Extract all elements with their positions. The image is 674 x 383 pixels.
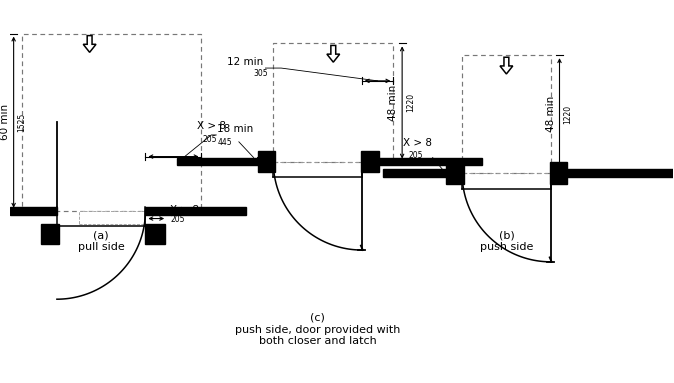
- Polygon shape: [327, 46, 340, 62]
- Bar: [446, 162, 464, 184]
- Text: 48 min: 48 min: [545, 96, 555, 133]
- Bar: [550, 162, 568, 184]
- Bar: [551, 169, 673, 177]
- Bar: [361, 151, 379, 172]
- Text: (c)
push side, door provided with
both closer and latch: (c) push side, door provided with both c…: [235, 313, 400, 346]
- Text: 1525: 1525: [18, 113, 26, 132]
- Polygon shape: [83, 36, 96, 52]
- Text: (b)
push side: (b) push side: [480, 230, 533, 252]
- Text: 48 min: 48 min: [388, 84, 398, 121]
- Text: 12 min: 12 min: [227, 57, 264, 67]
- Text: X > 8: X > 8: [170, 205, 199, 214]
- Bar: [362, 157, 482, 165]
- Text: 1220: 1220: [406, 93, 415, 112]
- Bar: [257, 151, 275, 172]
- Text: 205: 205: [202, 135, 217, 144]
- Text: 205: 205: [170, 216, 185, 224]
- Bar: [384, 169, 462, 177]
- Text: X > 8: X > 8: [403, 138, 432, 148]
- Bar: [79, 211, 146, 224]
- Text: (a)
pull side: (a) pull side: [78, 230, 125, 252]
- Bar: [9, 207, 57, 214]
- Bar: [146, 224, 165, 244]
- Bar: [177, 157, 273, 165]
- Text: 18 min: 18 min: [217, 124, 253, 134]
- Bar: [146, 207, 246, 214]
- Text: X > 8: X > 8: [197, 121, 226, 131]
- Text: 445: 445: [217, 138, 232, 147]
- Text: 1220: 1220: [563, 105, 572, 124]
- Text: 305: 305: [253, 69, 268, 78]
- Text: 205: 205: [408, 151, 423, 160]
- Bar: [41, 224, 59, 244]
- Polygon shape: [500, 57, 513, 74]
- Text: 60 min: 60 min: [0, 104, 9, 140]
